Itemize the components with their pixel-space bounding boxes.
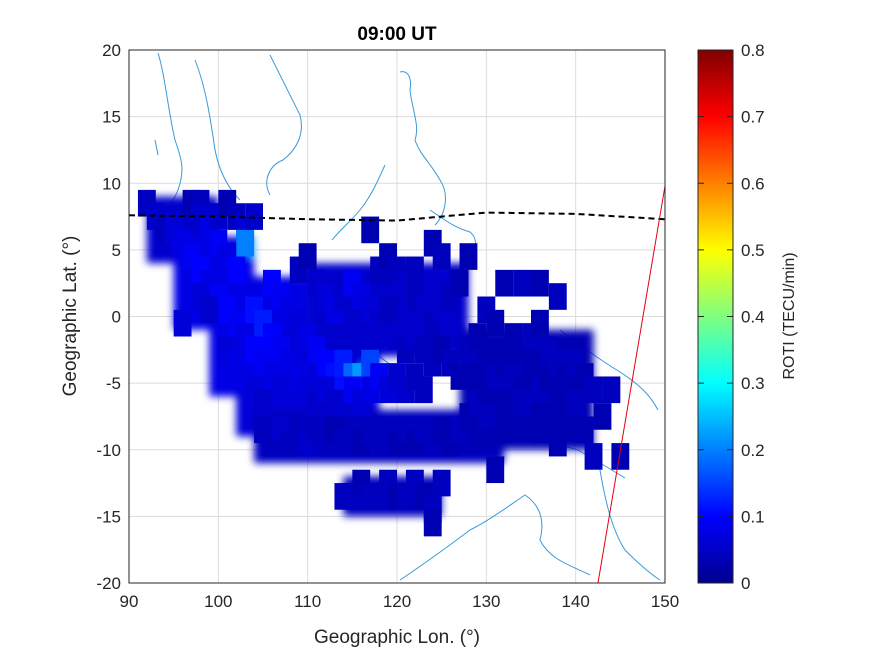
roti-cell <box>361 216 380 244</box>
roti-cell <box>531 309 549 337</box>
roti-cell <box>227 256 246 284</box>
x-tick-label: 130 <box>472 592 500 611</box>
roti-cell <box>271 376 290 404</box>
colorbar-tick-label: 0.7 <box>741 108 765 127</box>
y-tick-label: -15 <box>96 507 121 526</box>
roti-cell <box>450 363 469 390</box>
axes-frame <box>128 49 666 584</box>
roti-cell <box>495 269 514 297</box>
roti-cell <box>405 256 424 284</box>
roti-cell <box>423 509 442 537</box>
colorbar-tick-label: 0.6 <box>741 174 765 193</box>
roti-cell <box>584 376 603 404</box>
overlay-lines <box>129 185 665 583</box>
chart-title: 09:00 UT <box>357 24 437 45</box>
roti-cell <box>531 269 549 297</box>
roti-cell <box>432 243 451 270</box>
colorbar-tick-label: 0.4 <box>741 308 765 327</box>
roti-cell <box>432 469 451 497</box>
roti-cell <box>513 389 531 417</box>
colorbar-tick-label: 0.1 <box>741 507 765 526</box>
x-tick-labels: 90 100 110 120 130 140 150 <box>120 592 680 611</box>
x-axis-label: Geographic Lon. (°) <box>314 627 480 648</box>
y-tick-label: -20 <box>96 574 121 593</box>
y-tick-label: 5 <box>112 241 121 260</box>
roti-cell <box>254 389 272 417</box>
x-tick-label: 90 <box>120 592 139 611</box>
roti-cell <box>504 323 523 350</box>
y-tick-label: -10 <box>96 441 121 460</box>
roti-cell <box>539 336 558 364</box>
roti-cell <box>548 429 567 457</box>
coast-vietnam <box>266 54 302 196</box>
colorbar-tick-label: 0.5 <box>741 241 765 260</box>
roti-cell <box>236 229 255 257</box>
colorbar-tick-label: 0.3 <box>741 374 765 393</box>
roti-cell <box>468 323 487 350</box>
x-tick-label: 100 <box>204 592 232 611</box>
coast-luzon <box>399 71 446 226</box>
roti-cell <box>486 456 505 484</box>
roti-cell <box>602 376 621 404</box>
coast-thailand <box>194 59 241 201</box>
colorbar-label: ROTI (TECU/min) <box>781 252 798 379</box>
roti-cell <box>531 416 549 444</box>
x-tick-label: 150 <box>651 592 679 611</box>
roti-cell <box>298 243 317 270</box>
x-tick-label: 110 <box>294 592 321 611</box>
y-tick-label: 10 <box>102 174 121 193</box>
coast-cape-york <box>599 469 661 581</box>
colorbar-tick-label: 0 <box>741 574 750 593</box>
roti-cell <box>593 403 612 430</box>
roti-cell <box>173 309 192 337</box>
roti-cell <box>548 283 567 310</box>
colorbar-tick-label: 0.8 <box>741 41 765 60</box>
colorbar-tick-labels: 0.8 0.7 0.6 0.5 0.4 0.3 0.2 0.1 0 <box>698 41 765 593</box>
y-tick-label: 0 <box>112 308 121 327</box>
x-tick-label: 120 <box>383 592 411 611</box>
roti-cell <box>486 309 505 337</box>
terminator-line <box>597 185 665 583</box>
y-tick-labels: 20 15 10 5 0 -5 -10 -15 -20 <box>96 41 121 593</box>
roti-cell <box>566 389 585 417</box>
roti-cell <box>584 443 603 470</box>
roti-cell-layer <box>137 189 630 537</box>
roti-cell <box>200 296 219 324</box>
y-tick-label: 15 <box>102 108 121 127</box>
coast-australia-north <box>399 494 591 581</box>
x-tick-label: 140 <box>561 592 589 611</box>
roti-cell <box>245 203 263 230</box>
roti-cell <box>477 403 496 430</box>
roti-cell <box>495 416 514 444</box>
roti-cell <box>414 376 433 404</box>
roti-cell <box>450 269 469 297</box>
roti-cells <box>137 189 630 537</box>
roti-cell <box>379 296 397 324</box>
roti-cell <box>611 443 630 470</box>
roti-cell <box>513 269 531 297</box>
y-tick-label: -5 <box>106 374 121 393</box>
coast-islet <box>154 139 159 156</box>
colorbar-tick-label: 0.2 <box>741 441 765 460</box>
roti-cell <box>459 243 478 270</box>
roti-cell <box>575 416 594 444</box>
y-tick-label: 20 <box>102 41 121 60</box>
y-axis-label: Geographic Lat. (°) <box>60 236 81 397</box>
coast-palawan <box>331 164 386 241</box>
